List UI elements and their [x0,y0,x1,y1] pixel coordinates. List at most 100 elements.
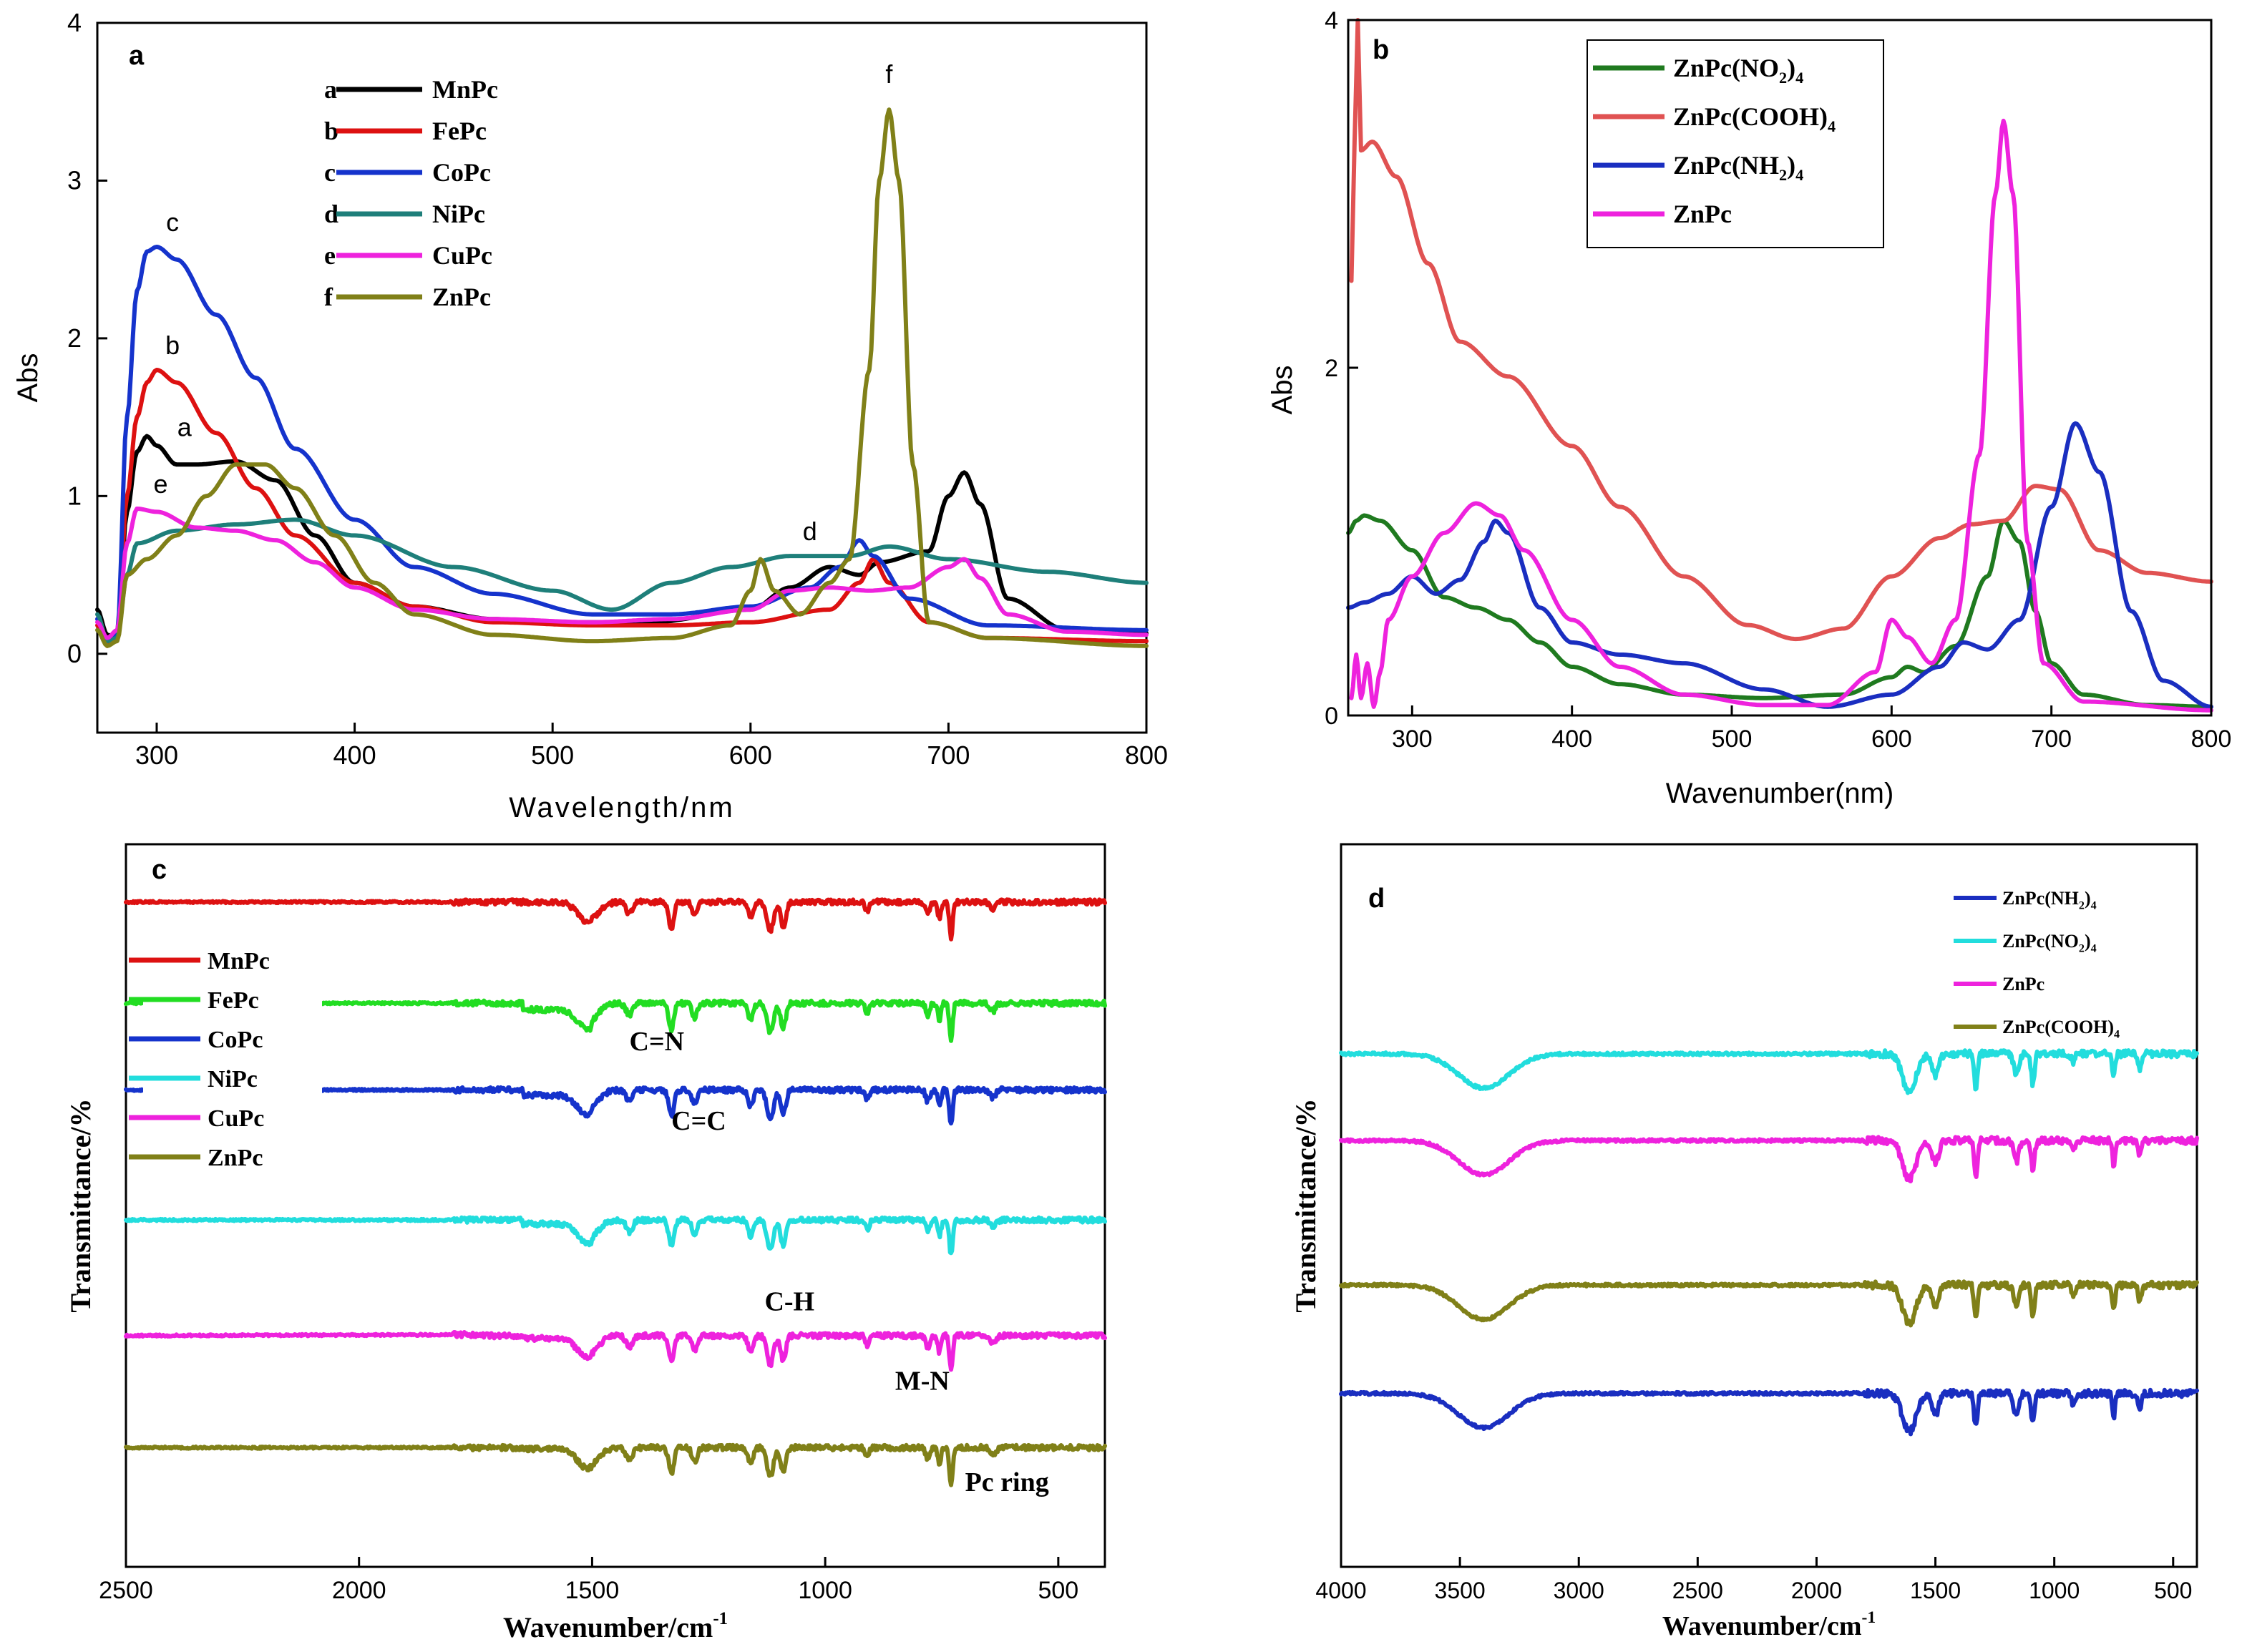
legend-label-b-part: 4 [1795,166,1803,184]
series-line-copc [95,245,1149,644]
x-tick-label-c: 500 [1038,1577,1078,1604]
series-line-fepc [95,368,1149,648]
legend-label-b: ZnPc(NO2)4 [1673,54,1803,87]
x-tick-label-a: 500 [531,741,574,770]
legend-bg-c [143,930,322,1177]
legend-label-d-part: 2 [2079,900,2085,912]
legend-label-b-part: ZnPc(NH [1673,151,1779,180]
y-tick-label-b: 0 [1325,703,1338,730]
panel-d-frame [1340,843,2198,1568]
legend-label: CuPc [432,241,492,270]
x-tick-label-d: 3500 [1435,1578,1486,1603]
x-tick-label-c: 1000 [798,1577,852,1604]
y-axis-title-d: Transmittance/% [1290,1098,1322,1312]
legend-label-b: ZnPc(NH2)4 [1673,151,1803,184]
x-axis-title-d-part: -1 [1862,1608,1876,1627]
legend-label-d: ZnPc(NO2)4 [2002,931,2097,955]
legend-label-d-part: 4 [2114,1029,2120,1041]
curve-letter-label: b [165,331,180,360]
x-axis-title-c-part: Wavenumber/cm [503,1611,713,1643]
legend-label-b-part: 2 [1779,69,1787,87]
series-line-cupc [95,507,1149,640]
series-line-znpc [95,107,1149,648]
x-tick-label-b: 700 [2031,725,2072,753]
y-tick-label-a: 0 [67,639,82,668]
legend-label-c: CoPc [208,1027,263,1053]
x-tick-label-d: 1000 [2029,1578,2080,1603]
panel-c-frame [125,843,1106,1568]
y-tick-label-a: 4 [67,8,82,37]
ir-spectrum-d [1339,1387,2199,1437]
x-tick-label-c: 2000 [332,1577,386,1604]
legend-label-b-part: ZnPc(NO [1673,54,1779,82]
x-axis-title-d: Wavenumber/cm-1 [1662,1608,1876,1641]
legend-label-c: MnPc [208,948,270,974]
x-tick-label-d: 2500 [1672,1578,1723,1603]
x-tick-label-d: 1500 [1910,1578,1961,1603]
x-tick-label-a: 600 [729,741,772,770]
legend-label-b-part: ) [1787,54,1795,82]
x-axis-title-a: Wavelength/nm [509,792,734,823]
x-tick-label-c: 1500 [565,1577,620,1604]
y-tick-label-a: 1 [67,481,82,510]
legend-letter: d [324,200,338,228]
legend-label: ZnPc [432,283,491,311]
legend-label-d-part: 4 [2091,943,2097,955]
band-annotation: M-N [895,1367,950,1397]
legend-label-d-part: ) [2085,931,2091,952]
series-line-nipc [95,517,1149,644]
ir-spectrum-c [124,897,1107,942]
x-axis-title-c: Wavenumber/cm-1 [503,1609,728,1643]
legend-label-c: CuPc [208,1105,264,1132]
x-tick-label-b: 500 [1712,725,1753,753]
panel-c: 2500 2000 1500 1000 500 Wavenumber/cm-1 Transm… [64,843,1107,1643]
legend-label-b-part: ) [1787,151,1795,180]
curve-letter-label: d [803,517,817,546]
panel-a: 300 400 500 600 700 800 0 1 2 3 4 Wavelength/nm Abs a… [12,8,1168,823]
legend-label-d-part: ) [2107,1017,2114,1037]
legend-letter: e [324,241,336,270]
ir-spectrum-d [1339,1048,2199,1095]
panel-label-c: c [152,855,167,885]
panel-d: 4000 3500 3000 2500 2000 1500 1000 500 Wavenumbe… [1290,843,2199,1641]
legend-label-d: ZnPc [2002,974,2044,994]
x-tick-label-b: 800 [2191,725,2232,753]
legend-label-d: ZnPc(NH2)4 [2002,888,2097,912]
x-tick-label-b: 300 [1392,725,1433,753]
legend-label-c: NiPc [208,1066,258,1093]
legend-label-b-part: 4 [1828,117,1836,135]
x-tick-label-b: 600 [1871,725,1912,753]
legend-label-b-part: ZnPc(COOH [1673,102,1819,131]
legend-label-d-part: ZnPc(COOH [2002,1017,2107,1037]
x-axis-title-c-part: -1 [713,1609,728,1628]
ir-spectrum-d [1339,1279,2199,1328]
x-tick-label-a: 800 [1125,741,1168,770]
legend-label-d-part: ZnPc [2002,974,2044,994]
legend-letter: f [324,283,333,311]
legend-label-b: ZnPc [1673,200,1732,228]
legend-label-d-part: 2 [2079,943,2085,955]
series-line-b [1349,18,2213,642]
series-line-b [1346,421,2213,709]
ir-spectrum-c [124,1215,1107,1256]
panel-label-d: d [1368,884,1385,914]
y-tick-label-a: 3 [67,165,82,195]
curve-letter-label: a [177,413,192,442]
ir-spectrum-c [124,1330,1107,1372]
x-tick-label-b: 400 [1551,725,1592,753]
legend-label-b: ZnPc(COOH)4 [1673,102,1836,135]
y-axis-title-b: Abs [1267,366,1298,415]
ir-spectrum-c [124,1442,1107,1487]
band-annotation: Pc ring [965,1467,1049,1497]
x-tick-label-a: 400 [333,741,376,770]
legend-label: NiPc [432,200,485,228]
y-tick-label-b: 2 [1325,355,1338,382]
band-annotation: C-H [764,1286,814,1316]
x-tick-label-a: 300 [135,741,178,770]
panel-label-b: b [1373,35,1389,65]
legend-label-d: ZnPc(COOH)4 [2002,1017,2120,1041]
curve-letter-label: c [166,207,179,237]
series-line-b [1346,513,2213,709]
legend-label: MnPc [432,75,498,104]
x-axis-title-d-part: Wavenumber/cm [1662,1611,1862,1641]
